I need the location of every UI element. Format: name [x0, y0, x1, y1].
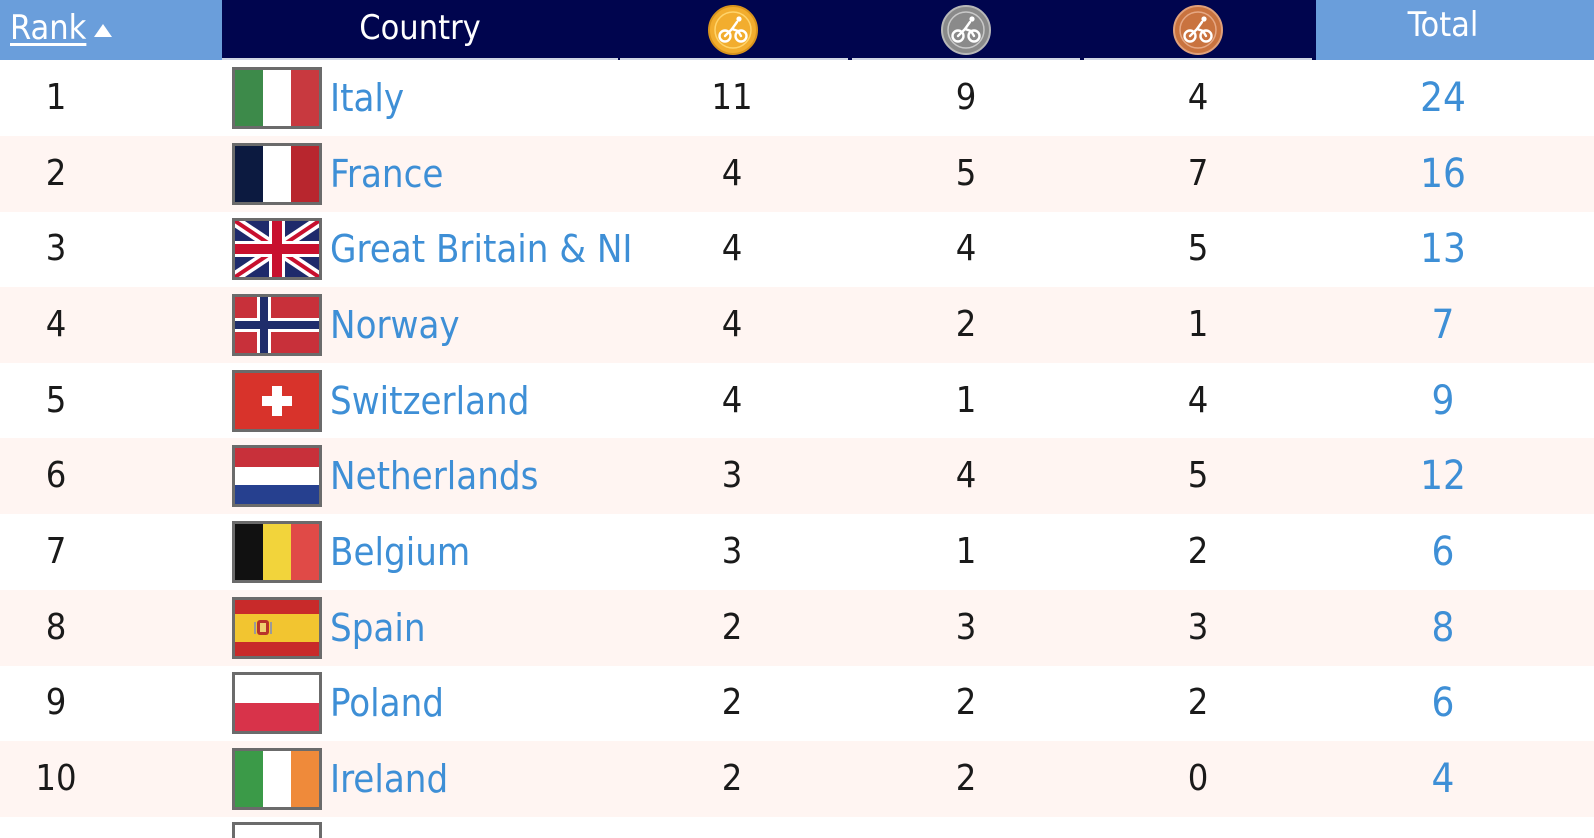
table-row: 2 France 4 5 7 16 — [0, 136, 1594, 212]
country-link[interactable]: Great Britain & NI — [330, 227, 633, 271]
table-header: Rank Country — [0, 0, 1594, 60]
bronze-count: 2 — [1187, 682, 1209, 723]
bronze-count: 5 — [1187, 455, 1209, 496]
ireland-flag-icon — [232, 748, 322, 810]
country-link[interactable]: Netherlands — [330, 454, 539, 498]
rank-cell: 9 — [45, 682, 67, 723]
rank-cell: 4 — [45, 304, 67, 345]
silver-count: 4 — [955, 228, 977, 269]
silver-count: 1 — [955, 531, 977, 572]
country-link[interactable]: Poland — [330, 681, 444, 725]
norway-flag-icon — [232, 294, 322, 356]
netherlands-flag-icon — [232, 445, 322, 507]
total-count: 4 — [1431, 756, 1455, 802]
table-row: 3 Great Britain & NI 4 4 5 13 — [0, 211, 1594, 287]
total-count: 24 — [1420, 75, 1466, 121]
gold-count: 11 — [711, 77, 753, 118]
table-row: 4 Norway 4 2 1 7 — [0, 287, 1594, 363]
table-row: 1 Italy 11 9 4 24 — [0, 60, 1594, 136]
france-flag-icon — [232, 143, 322, 205]
switzerland-flag-icon — [232, 370, 322, 432]
rank-cell: 5 — [45, 380, 67, 421]
total-count: 13 — [1420, 226, 1466, 272]
bronze-count: 4 — [1187, 380, 1209, 421]
table-row: 6 Netherlands 3 4 5 12 — [0, 438, 1594, 514]
rank-header-label[interactable]: Rank — [10, 8, 87, 48]
bronze-medal-icon — [1173, 5, 1223, 55]
header-divider — [1084, 58, 1312, 60]
bronze-count: 3 — [1187, 607, 1209, 648]
flag-icon — [232, 822, 322, 838]
silver-count: 3 — [955, 607, 977, 648]
table-row: 10 Ireland 2 2 0 4 — [0, 741, 1594, 817]
rank-cell: 7 — [45, 531, 67, 572]
country-header-label: Country — [359, 8, 481, 48]
total-count: 9 — [1431, 378, 1455, 424]
rank-cell: 6 — [45, 455, 67, 496]
header-divider — [852, 58, 1080, 60]
total-count: 16 — [1420, 151, 1466, 197]
table-row: 8 Spain 2 3 3 8 — [0, 590, 1594, 666]
gold-count: 4 — [721, 228, 743, 269]
rank-cell: 3 — [45, 228, 67, 269]
total-count: 12 — [1420, 453, 1466, 499]
header-band — [222, 0, 1316, 60]
spain-flag-icon — [232, 597, 322, 659]
great-britain-flag-icon — [232, 218, 322, 280]
total-count: 6 — [1431, 680, 1455, 726]
gold-count: 4 — [721, 153, 743, 194]
bronze-count: 4 — [1187, 77, 1209, 118]
silver-count: 2 — [955, 758, 977, 799]
country-link[interactable]: Ireland — [330, 757, 449, 801]
silver-count: 2 — [955, 682, 977, 723]
table-row: 9 Poland 2 2 2 6 — [0, 665, 1594, 741]
bronze-count: 1 — [1187, 304, 1209, 345]
bronze-count: 2 — [1187, 531, 1209, 572]
country-link[interactable]: Switzerland — [330, 379, 530, 423]
rank-cell: 8 — [45, 607, 67, 648]
belgium-flag-icon — [232, 521, 322, 583]
gold-count: 2 — [721, 758, 743, 799]
table-row: 7 Belgium 3 1 2 6 — [0, 514, 1594, 590]
header-divider — [620, 58, 848, 60]
gold-medal-icon — [708, 5, 758, 55]
sort-ascending-icon[interactable] — [94, 23, 113, 37]
gold-count: 3 — [721, 531, 743, 572]
total-count: 6 — [1431, 529, 1455, 575]
country-link[interactable]: Italy — [330, 76, 405, 120]
gold-count: 3 — [721, 455, 743, 496]
gold-count: 2 — [721, 682, 743, 723]
bronze-count: 5 — [1187, 228, 1209, 269]
table-row: 5 Switzerland 4 1 4 9 — [0, 363, 1594, 439]
total-header-cell — [1316, 0, 1594, 60]
country-link[interactable]: Norway — [330, 303, 460, 347]
gold-count: 2 — [721, 607, 743, 648]
rank-sort-button[interactable]: Rank — [10, 8, 113, 48]
gold-count: 4 — [721, 304, 743, 345]
gold-count: 4 — [721, 380, 743, 421]
rank-cell: 1 — [45, 77, 67, 118]
country-link[interactable]: Spain — [330, 606, 426, 650]
silver-count: 4 — [955, 455, 977, 496]
header-divider — [222, 58, 618, 60]
country-link[interactable]: Belgium — [330, 530, 471, 574]
silver-medal-icon — [941, 5, 991, 55]
bronze-count: 0 — [1187, 758, 1209, 799]
country-link[interactable]: France — [330, 152, 444, 196]
silver-count: 9 — [955, 77, 977, 118]
rank-cell: 2 — [45, 153, 67, 194]
silver-count: 2 — [955, 304, 977, 345]
total-count: 7 — [1431, 302, 1455, 348]
rank-cell: 10 — [35, 758, 77, 799]
italy-flag-icon — [232, 67, 322, 129]
silver-count: 1 — [955, 380, 977, 421]
total-header-label: Total — [1407, 5, 1479, 45]
poland-flag-icon — [232, 672, 322, 734]
silver-count: 5 — [955, 153, 977, 194]
total-count: 8 — [1431, 605, 1455, 651]
bronze-count: 7 — [1187, 153, 1209, 194]
